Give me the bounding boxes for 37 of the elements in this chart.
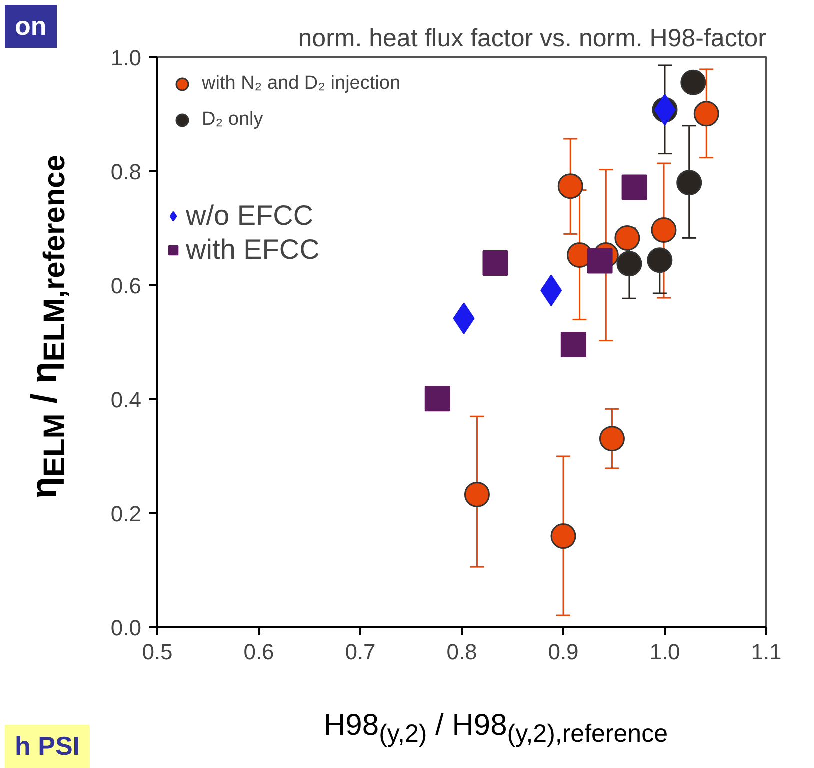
y-tick-label: 0.8 [110, 160, 142, 184]
y-tick-label: 0.2 [110, 502, 142, 526]
point [616, 251, 642, 277]
x-tick-label: 1.0 [650, 640, 680, 664]
point [614, 225, 640, 251]
point [558, 174, 584, 200]
y-tick-label: 0.4 [110, 388, 142, 412]
y-tick-label: 1.0 [110, 46, 142, 70]
x-axis-title: H98$_{(y,2)}$ / H98$_{(y,2),reference}$ [324, 709, 668, 749]
x-tick-label: 1.1 [751, 640, 782, 664]
legend-label: w/o EFCC [186, 200, 314, 232]
point [651, 217, 677, 243]
point [676, 170, 702, 196]
text: h PSI [5, 725, 90, 768]
y-tick-label: 0.6 [110, 274, 142, 298]
point [622, 174, 648, 200]
legend-label: D₂ only [202, 109, 264, 131]
point [647, 248, 673, 274]
x-tick-label: 0.9 [548, 640, 579, 664]
point [424, 386, 450, 412]
x-tick-label: 0.8 [446, 640, 478, 664]
point [550, 524, 576, 550]
x-tick-label: 0.6 [244, 640, 274, 664]
point [599, 426, 625, 452]
legend-label: with EFCC [186, 234, 320, 266]
x-tick-label: 0.5 [142, 640, 173, 664]
y-tick-label: 0.0 [110, 616, 142, 640]
point [694, 101, 720, 127]
point [587, 248, 613, 274]
chart-title: norm. heat flux factor vs. norm. H98-factor [298, 24, 767, 52]
text: on [5, 5, 57, 48]
point [482, 250, 508, 276]
point [680, 70, 706, 96]
x-tick-label: 0.7 [345, 640, 376, 664]
point [464, 482, 490, 508]
point [560, 332, 586, 358]
legend-label: with N₂ and D₂ injection [202, 73, 401, 95]
